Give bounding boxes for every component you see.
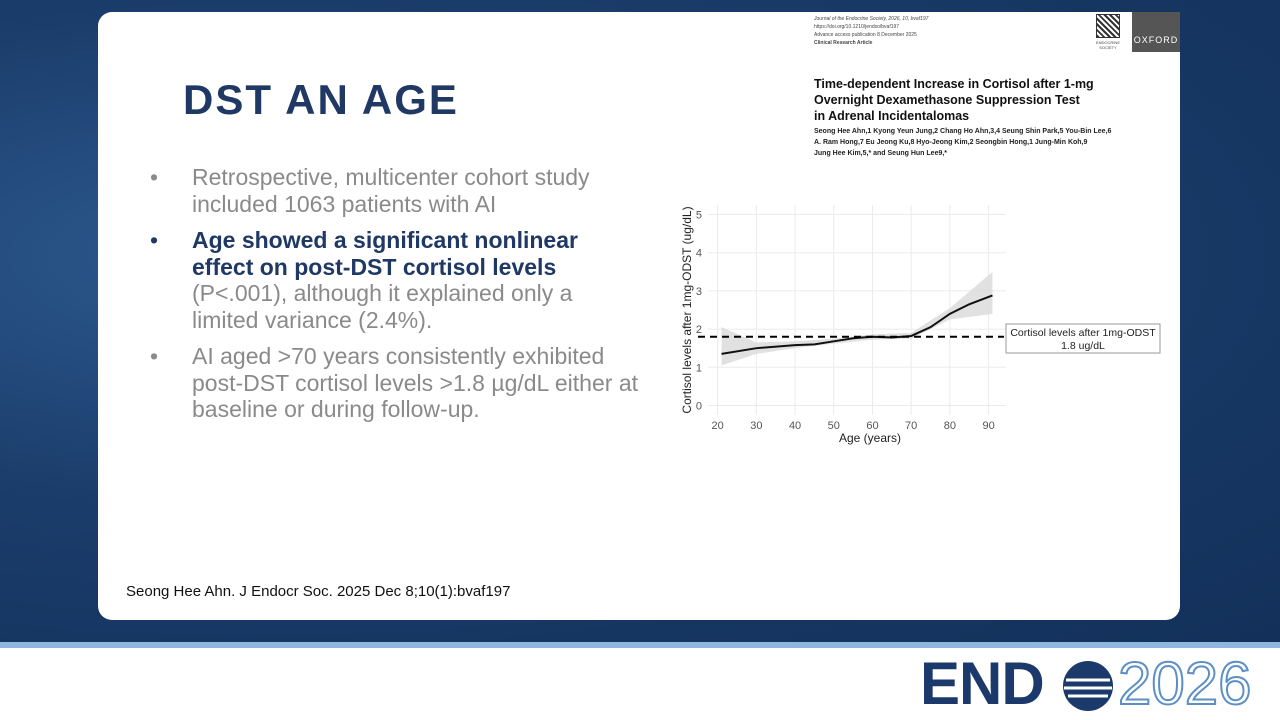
y-tick-label: 4 (696, 248, 702, 260)
logo-mark (1096, 14, 1120, 38)
paper-title: Time-dependent Increase in Cortisol afte… (814, 76, 1094, 124)
x-axis-label: Age (years) (839, 431, 901, 445)
author-line: A. Ram Hong,7 Eu Jeong Ku,8 Hyo-Jeong Ki… (814, 139, 1088, 146)
x-tick-label: 40 (789, 420, 801, 432)
globe-lines (1064, 678, 1112, 698)
y-tick-label: 5 (696, 210, 702, 222)
bullet: Age showed a significant nonlinear effec… (150, 227, 640, 333)
y-tick-label: 2 (696, 324, 702, 336)
bullet-text: (P<.001), although it explained only a l… (192, 280, 573, 333)
paper-title-line: in Adrenal Incidentalomas (814, 109, 970, 123)
accent-strip (0, 642, 1280, 648)
slide-title: DST AN AGE (183, 76, 459, 123)
bullet-text: AI aged >70 years consistently exhibited… (192, 343, 638, 422)
x-tick-label: 60 (866, 420, 878, 432)
paper-title-line: Time-dependent Increase in Cortisol afte… (814, 77, 1094, 91)
journal-line: Clinical Research Article (814, 40, 873, 46)
annotation-box (1005, 323, 1161, 354)
brand-text: END (920, 650, 1045, 717)
bullet-text: Retrospective, multicenter cohort study … (192, 164, 590, 217)
bullet: AI aged >70 years consistently exhibited… (150, 343, 640, 423)
x-tick-label: 20 (712, 420, 724, 432)
journal-line: Journal of the Endocrine Society, 2026, … (814, 16, 929, 22)
x-tick-label: 90 (982, 420, 994, 432)
annotation-text: 1.8 ug/dL (1061, 340, 1105, 352)
society-logo: ENDOCRINE SOCIETY (1087, 12, 1129, 52)
bullet: Retrospective, multicenter cohort study … (150, 164, 640, 217)
publisher-logo: OXFORD (1132, 12, 1180, 52)
brand-year: 2026 (1117, 650, 1252, 717)
globe (1063, 661, 1113, 711)
society-name: ENDOCRINE SOCIETY (1095, 40, 1120, 50)
x-tick-label: 30 (750, 420, 762, 432)
x-tick-label: 70 (905, 420, 917, 432)
paper-authors: Seong Hee Ahn,1 Kyong Yeun Jung,2 Chang … (814, 126, 1111, 159)
author-line: Jung Hee Kim,5,* and Seung Hun Lee9,* (814, 150, 948, 157)
journal-line: Advance access publication 8 December 20… (814, 32, 917, 38)
x-tick-label: 50 (828, 420, 840, 432)
confidence-band (721, 271, 993, 366)
paper-title-line: Overnight Dexamethasone Suppression Test (814, 93, 1080, 107)
bullet-bold: Age showed a significant nonlinear effec… (192, 227, 578, 280)
y-axis-label: Cortisol levels after 1mg-ODST (ug/dL) (680, 206, 694, 413)
citation: Seong Hee Ahn. J Endocr Soc. 2025 Dec 8;… (126, 583, 511, 600)
annotation-text: Cortisol levels after 1mg-ODST (1010, 327, 1156, 339)
bullet-list: Retrospective, multicenter cohort study … (150, 164, 640, 433)
y-tick-label: 0 (696, 400, 702, 412)
x-tick-label: 80 (944, 420, 956, 432)
y-tick-label: 1 (696, 362, 702, 374)
journal-line: https://doi.org/10.1210/jendso/bvaf197 (814, 24, 900, 30)
brand-globe (1063, 661, 1113, 711)
author-line: Seong Hee Ahn,1 Kyong Yeun Jung,2 Chang … (814, 128, 1112, 135)
y-tick-label: 3 (696, 286, 702, 298)
